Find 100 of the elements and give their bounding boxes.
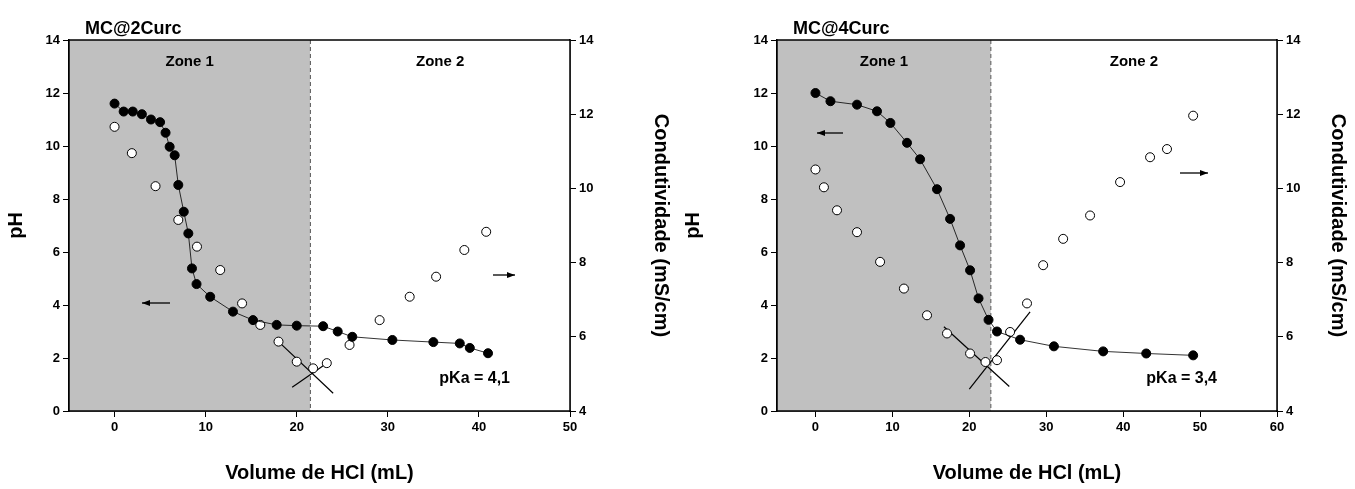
- y2-tick-label: 4: [1286, 402, 1294, 418]
- y2-tick-label: 12: [1286, 105, 1301, 121]
- point: [183, 228, 194, 239]
- y-tick-label: 6: [760, 243, 768, 259]
- chart-title: MC@4Curc: [793, 18, 890, 38]
- x-axis-title: Volume de HCl (mL): [225, 460, 414, 483]
- point: [945, 213, 956, 224]
- point: [1048, 341, 1059, 352]
- point: [872, 106, 882, 117]
- y2-tick-label: 14: [1286, 31, 1302, 47]
- point: [150, 181, 161, 192]
- x-tick-label: 40: [471, 419, 487, 435]
- point: [885, 117, 896, 128]
- y2-tick-label: 10: [1286, 179, 1301, 195]
- annotation: pKa = 3,4: [1146, 369, 1218, 386]
- x-tick-label: 20: [289, 419, 304, 435]
- point: [973, 293, 984, 304]
- point: [902, 137, 912, 148]
- y-axis-title: pH: [680, 212, 703, 239]
- point: [852, 227, 862, 238]
- band-label: Zone 2: [1109, 52, 1159, 70]
- point: [109, 121, 120, 132]
- point: [852, 99, 862, 110]
- point: [237, 298, 248, 309]
- y-tick-label: 0: [760, 402, 768, 418]
- y-tick-label: 14: [753, 31, 769, 47]
- point: [191, 279, 202, 290]
- y-tick-label: 0: [52, 402, 60, 418]
- y-tick-label: 8: [760, 190, 768, 206]
- point: [1141, 348, 1152, 359]
- y-tick-label: 10: [45, 137, 60, 153]
- y2-tick-label: 10: [579, 179, 594, 195]
- point: [832, 205, 842, 216]
- point: [273, 336, 284, 347]
- point: [387, 334, 398, 345]
- y2-axis-title: Condutividade (mS/cm): [651, 113, 674, 338]
- y2-tick-label: 8: [579, 254, 587, 270]
- y-tick-label: 4: [52, 296, 61, 312]
- point: [818, 182, 829, 193]
- point: [825, 96, 836, 107]
- band-label: Zone 1: [859, 52, 909, 70]
- point: [1188, 350, 1199, 361]
- y-tick-label: 2: [52, 349, 60, 365]
- point: [1005, 326, 1016, 337]
- point: [160, 127, 171, 138]
- point: [291, 356, 302, 367]
- point: [942, 328, 952, 339]
- point: [1162, 144, 1172, 155]
- point: [271, 319, 282, 330]
- band-label: Zone 1: [165, 52, 214, 70]
- x-axis-title: Volume de HCl (mL): [932, 460, 1122, 483]
- point: [173, 179, 184, 190]
- point: [915, 154, 926, 165]
- point: [965, 265, 976, 276]
- point: [173, 214, 184, 225]
- point: [169, 150, 180, 161]
- point: [992, 355, 1002, 366]
- annotation: pKa = 4,1: [439, 369, 511, 386]
- x-tick-label: 0: [811, 419, 820, 435]
- y2-tick-label: 6: [1286, 328, 1294, 344]
- point: [875, 256, 886, 267]
- y-tick-label: 10: [753, 137, 768, 153]
- x-tick-label: 0: [110, 419, 119, 435]
- point: [127, 106, 138, 117]
- point: [205, 291, 216, 302]
- point: [215, 265, 226, 276]
- point: [109, 98, 120, 109]
- point: [321, 358, 332, 369]
- point: [955, 240, 966, 251]
- point: [155, 117, 166, 128]
- point: [126, 148, 137, 159]
- x-tick-label: 30: [1039, 419, 1054, 435]
- y2-tick-label: 6: [579, 328, 587, 344]
- x-tick-label: 50: [1192, 419, 1208, 435]
- y2-tick-label: 8: [1286, 254, 1294, 270]
- chart-title: MC@2Curc: [85, 18, 182, 38]
- y2-axis-title: Condutividade (mS/cm): [1328, 113, 1351, 338]
- point: [965, 348, 976, 359]
- y-tick-label: 2: [760, 349, 768, 365]
- point: [332, 326, 343, 337]
- y-tick-label: 8: [52, 190, 60, 206]
- point: [186, 263, 197, 274]
- point: [347, 331, 358, 342]
- point: [248, 315, 258, 326]
- point: [164, 141, 175, 152]
- point: [428, 337, 439, 348]
- point: [810, 164, 821, 175]
- y-tick-label: 14: [45, 31, 61, 47]
- point: [136, 109, 147, 120]
- point: [178, 206, 189, 217]
- point: [983, 314, 994, 325]
- y2-tick-label: 14: [579, 31, 595, 47]
- point: [980, 357, 991, 368]
- point: [191, 241, 202, 252]
- point: [992, 326, 1002, 337]
- point: [922, 310, 932, 321]
- point: [308, 363, 319, 374]
- point: [1015, 334, 1026, 345]
- x-tick-label: 10: [198, 419, 213, 435]
- point: [318, 321, 329, 332]
